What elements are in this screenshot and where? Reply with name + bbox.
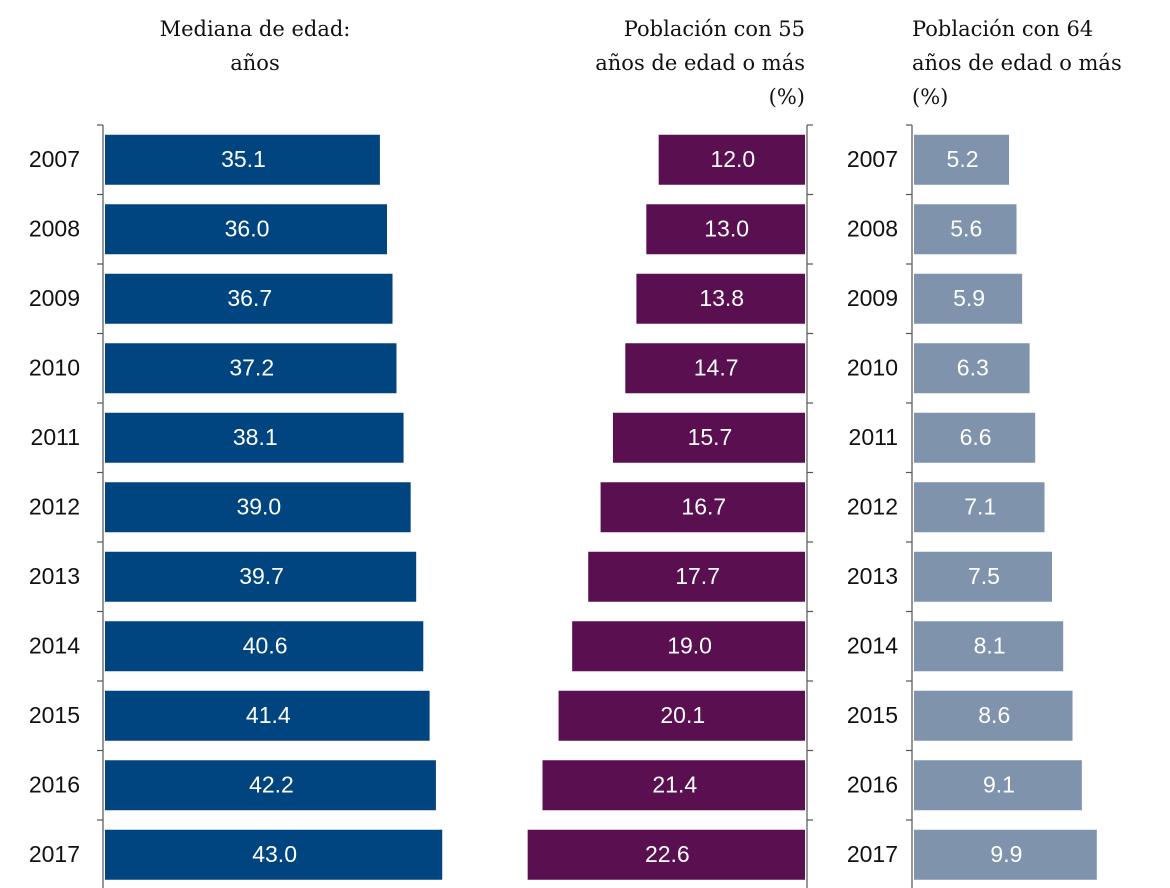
value-label: 6.6 (960, 424, 992, 450)
value-label: 21.4 (652, 771, 697, 797)
panel-title: años de edad o más (912, 51, 1122, 75)
bar (105, 690, 430, 741)
category-label: 2015 (847, 702, 898, 728)
value-label: 38.1 (233, 424, 278, 450)
bar (588, 551, 805, 602)
panel-title: Población con 55 (624, 17, 805, 41)
bar (105, 273, 393, 324)
bar (914, 134, 1010, 185)
value-label: 14.7 (694, 354, 739, 380)
panel-title: años de edad o más (595, 51, 805, 75)
category-label: 2007 (847, 146, 898, 172)
bar (105, 134, 380, 185)
value-label: 19.0 (667, 632, 712, 658)
category-label: 2009 (847, 285, 898, 311)
bar (105, 551, 417, 602)
value-label: 36.0 (225, 215, 270, 241)
category-label: 2016 (29, 771, 80, 797)
bar (527, 829, 805, 880)
bar (658, 134, 805, 185)
bar (105, 829, 443, 880)
bar (105, 482, 411, 533)
value-label: 7.1 (964, 493, 996, 519)
bar (558, 690, 805, 741)
bar (914, 343, 1030, 394)
bar (542, 760, 805, 811)
category-label: 2012 (847, 493, 898, 519)
category-label: 2017 (847, 841, 898, 867)
category-label: 2014 (847, 632, 898, 658)
value-label: 13.0 (704, 215, 749, 241)
value-label: 41.4 (246, 702, 291, 728)
bar (914, 829, 1097, 880)
value-label: 5.9 (953, 285, 985, 311)
bar (914, 273, 1023, 324)
bar (612, 412, 805, 463)
value-label: 37.2 (229, 354, 274, 380)
category-label: 2011 (849, 424, 898, 450)
bar (105, 412, 404, 463)
bar (625, 343, 805, 394)
category-label: 2008 (847, 215, 898, 241)
bar (105, 204, 387, 255)
panel-title: Mediana de edad: (160, 17, 351, 41)
value-label: 16.7 (681, 493, 726, 519)
bar (914, 412, 1036, 463)
value-label: 9.1 (983, 771, 1015, 797)
panel-title: (%) (912, 85, 948, 109)
bar (105, 621, 424, 672)
value-label: 15.7 (688, 424, 733, 450)
value-label: 42.2 (249, 771, 294, 797)
value-label: 5.2 (947, 146, 979, 172)
value-label: 40.6 (243, 632, 288, 658)
panel-title: años (230, 51, 279, 75)
value-label: 39.0 (236, 493, 281, 519)
bar (636, 273, 805, 324)
category-label: 2016 (847, 771, 898, 797)
value-label: 36.7 (227, 285, 272, 311)
bar (572, 621, 805, 672)
category-label: 2015 (29, 702, 80, 728)
value-label: 35.1 (221, 146, 266, 172)
bar (914, 551, 1052, 602)
value-label: 22.6 (645, 841, 690, 867)
value-label: 17.7 (675, 563, 720, 589)
value-label: 8.1 (974, 632, 1006, 658)
value-label: 13.8 (699, 285, 744, 311)
bar (600, 482, 805, 533)
bar (914, 204, 1017, 255)
value-label: 9.9 (990, 841, 1022, 867)
bar (914, 482, 1045, 533)
category-label: 2014 (29, 632, 80, 658)
value-label: 6.3 (957, 354, 989, 380)
category-label: 2013 (29, 563, 80, 589)
category-label: 2017 (29, 841, 80, 867)
panel-title: (%) (769, 85, 805, 109)
bar (105, 343, 397, 394)
value-label: 7.5 (968, 563, 1000, 589)
category-label: 2009 (29, 285, 80, 311)
value-label: 8.6 (978, 702, 1010, 728)
bar (914, 690, 1073, 741)
bar (914, 621, 1064, 672)
category-label: 2013 (847, 563, 898, 589)
panel-title: Población con 64 (912, 17, 1093, 41)
category-label: 2012 (29, 493, 80, 519)
value-label: 5.6 (950, 215, 982, 241)
bar (105, 760, 436, 811)
value-label: 12.0 (710, 146, 755, 172)
category-label: 2007 (29, 146, 80, 172)
value-label: 39.7 (239, 563, 284, 589)
category-label: 2011 (31, 424, 80, 450)
category-label: 2010 (847, 354, 898, 380)
category-label: 2008 (29, 215, 80, 241)
value-label: 20.1 (660, 702, 705, 728)
category-label: 2010 (29, 354, 80, 380)
bar (646, 204, 805, 255)
value-label: 43.0 (252, 841, 297, 867)
bar (914, 760, 1082, 811)
